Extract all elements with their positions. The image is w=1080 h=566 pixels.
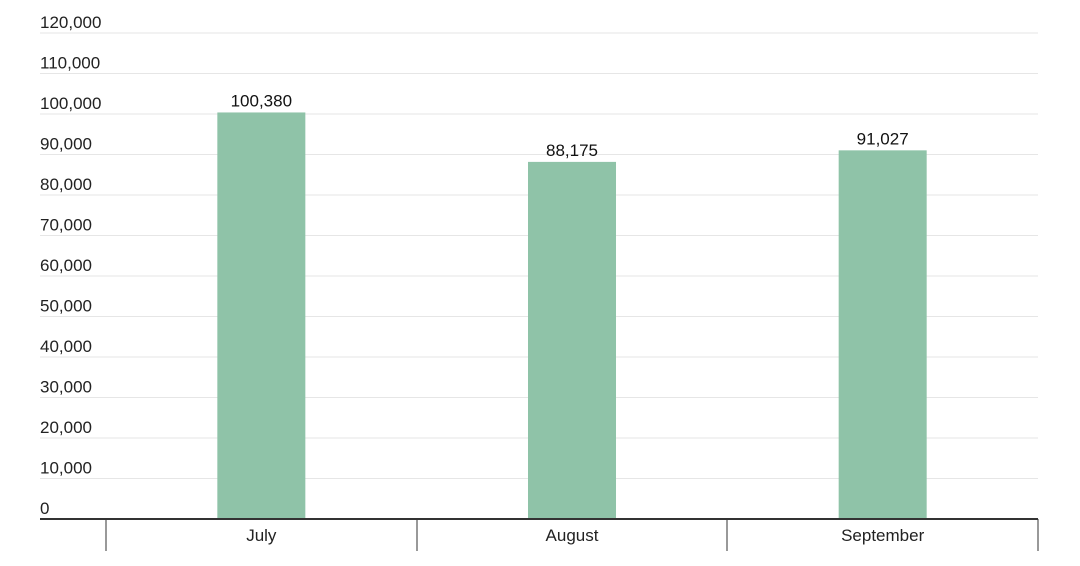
y-tick-label: 20,000 (40, 418, 92, 437)
x-axis (40, 518, 1039, 551)
x-axis-category-labels: July August September (246, 526, 924, 545)
bar-september (838, 150, 927, 520)
y-tick-label: 90,000 (40, 135, 92, 154)
category-label-september: September (841, 526, 924, 545)
value-label-july: 100,380 (231, 91, 292, 110)
y-tick-label: 80,000 (40, 175, 92, 194)
y-tick-label: 60,000 (40, 256, 92, 275)
y-tick-label: 120,000 (40, 13, 101, 32)
bar-august (528, 161, 617, 520)
category-label-august: August (546, 526, 599, 545)
y-tick-label: 30,000 (40, 378, 92, 397)
value-label-august: 88,175 (546, 141, 598, 160)
y-tick-label: 70,000 (40, 216, 92, 235)
y-tick-label: 0 (40, 499, 49, 518)
y-tick-label: 10,000 (40, 459, 92, 478)
value-labels: 100,380 88,175 91,027 (231, 91, 909, 159)
bars (217, 112, 927, 520)
value-label-september: 91,027 (857, 129, 909, 148)
y-tick-label: 50,000 (40, 297, 92, 316)
bar-july (217, 112, 306, 519)
y-tick-label: 110,000 (40, 54, 100, 73)
y-tick-label: 100,000 (40, 94, 101, 113)
category-label-july: July (246, 526, 277, 545)
y-axis-tick-labels: 0 10,000 20,000 30,000 40,000 50,000 60,000 70,… (40, 13, 101, 518)
y-tick-label: 40,000 (40, 337, 92, 356)
